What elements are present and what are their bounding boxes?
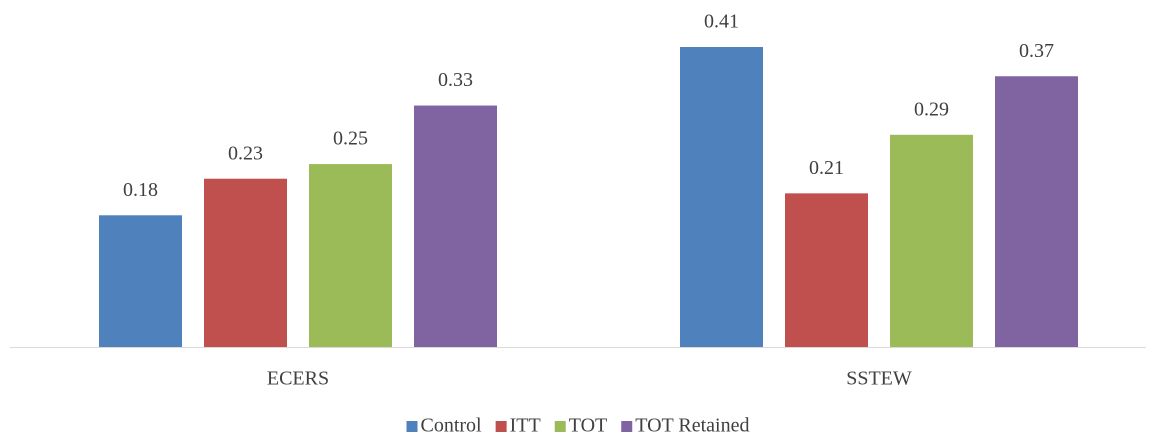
data-label: 0.41 <box>704 11 739 33</box>
data-label: 0.29 <box>914 98 949 120</box>
legend-swatch <box>406 421 418 432</box>
bar <box>204 178 287 347</box>
legend-label: ITT <box>510 415 541 436</box>
legend-label: Control <box>421 415 483 436</box>
legend-label: TOT <box>569 415 608 436</box>
bar <box>309 164 392 347</box>
x-tick-label: ECERS <box>267 368 329 390</box>
bar <box>680 47 763 347</box>
legend-swatch <box>495 421 507 432</box>
bar <box>785 193 868 347</box>
bar <box>99 215 182 347</box>
data-label: 0.18 <box>123 179 158 201</box>
bar <box>890 134 973 347</box>
bar <box>414 105 497 347</box>
data-label: 0.23 <box>228 142 263 164</box>
legend-swatch <box>554 421 566 432</box>
bar <box>995 76 1078 347</box>
data-label: 0.21 <box>809 157 844 179</box>
data-label: 0.25 <box>333 128 368 150</box>
data-label: 0.33 <box>438 69 473 91</box>
data-label: 0.37 <box>1019 40 1054 62</box>
legend-swatch <box>621 421 633 432</box>
legend-label: TOT Retained <box>635 415 749 436</box>
x-tick-label: SSTEW <box>846 368 912 390</box>
